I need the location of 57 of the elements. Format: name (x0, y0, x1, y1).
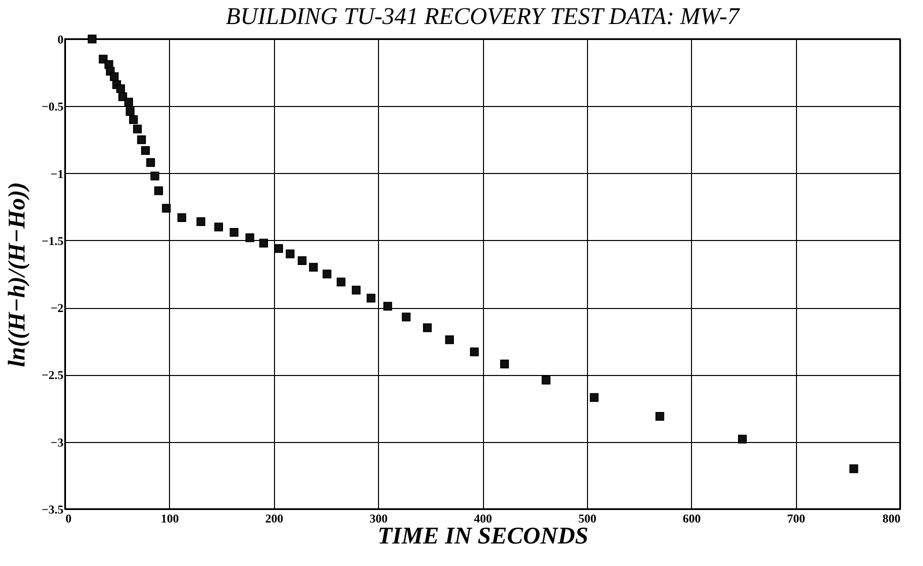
point (298, 256, 307, 265)
point (162, 204, 171, 213)
point (259, 238, 268, 248)
point (154, 186, 163, 196)
x-tick-label: 200 (265, 512, 284, 526)
point (177, 213, 186, 222)
point (309, 262, 318, 272)
point (137, 135, 146, 144)
point (129, 115, 138, 124)
point (245, 233, 254, 242)
point (124, 98, 134, 106)
point (655, 412, 664, 421)
point (590, 393, 599, 402)
x-tick-label: 600 (682, 512, 701, 526)
point (116, 84, 126, 94)
point (88, 34, 97, 44)
point (126, 107, 135, 116)
x-tick-label: 100 (160, 512, 179, 526)
point (133, 124, 142, 134)
y-tick-label: 0 (58, 32, 64, 46)
point (383, 302, 392, 311)
point (470, 348, 479, 356)
point (230, 228, 238, 237)
y-axis-title: ln((H−h)/(H−Ho)) (4, 182, 31, 368)
x-tick-label: 300 (370, 512, 388, 526)
x-axis-title: TIME IN SECONDS (378, 524, 588, 550)
y-tick-label: −1.5 (42, 234, 64, 248)
x-tick-label: 500 (578, 512, 596, 526)
x-tick-label: 400 (474, 512, 492, 526)
y-tick-label: −3.5 (42, 502, 64, 516)
y-tick-label: −2.5 (42, 368, 64, 382)
point (286, 249, 295, 258)
point (141, 146, 150, 155)
point (500, 360, 509, 368)
point (542, 376, 550, 384)
y-tick-label: −0.5 (42, 100, 64, 114)
point (445, 335, 454, 344)
point (738, 434, 747, 444)
point (402, 312, 411, 322)
point (352, 286, 361, 294)
x-tick-label: 700 (787, 512, 806, 526)
point (196, 217, 206, 226)
x-tick-label: 800 (882, 512, 900, 526)
point (110, 72, 119, 81)
point (214, 222, 224, 232)
point (366, 294, 376, 303)
point (274, 244, 284, 253)
point (150, 172, 160, 180)
point (322, 270, 332, 278)
y-tick-label: −3 (50, 435, 64, 450)
chart-title: BUILDING TU-341 RECOVERY TEST DATA: MW-7 (226, 4, 740, 30)
point (423, 323, 432, 332)
y-tick-label: −2 (50, 301, 64, 316)
point (336, 278, 346, 286)
point (849, 464, 858, 474)
point (146, 158, 155, 167)
y-tick-label: −1 (50, 166, 64, 181)
